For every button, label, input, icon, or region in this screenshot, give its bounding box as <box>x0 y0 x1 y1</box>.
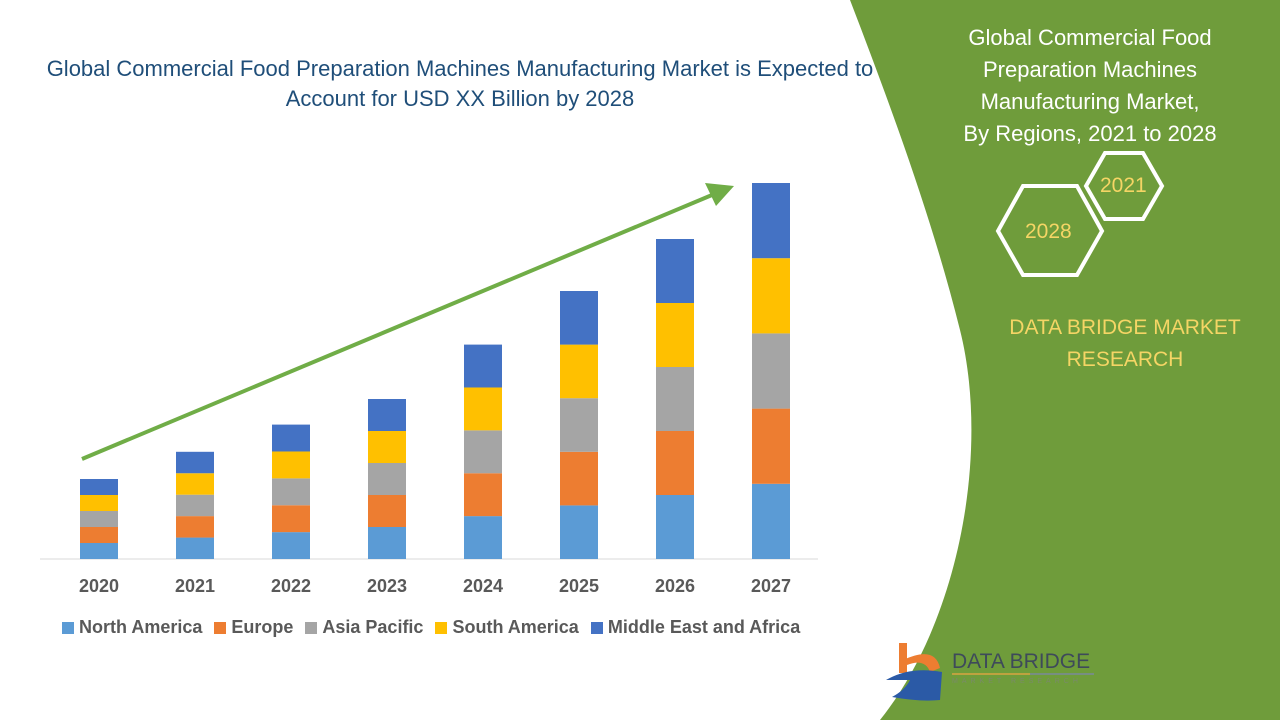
bar-segment-north-america-2020 <box>80 543 118 559</box>
hexagon-2021 <box>1083 151 1165 221</box>
bar-segment-south-america-2023 <box>368 431 406 463</box>
bar-segment-north-america-2026 <box>656 495 694 559</box>
bar-segment-north-america-2023 <box>368 527 406 559</box>
bar-segment-asia-pacific-2023 <box>368 463 406 495</box>
legend-item: Middle East and Africa <box>590 617 801 638</box>
brand-line: RESEARCH <box>1066 348 1184 371</box>
bar-segment-north-america-2027 <box>752 483 790 559</box>
logo-text: DATA BRIDGE <box>952 650 1091 673</box>
x-tick-label: 2025 <box>559 576 599 596</box>
legend-label: Asia Pacific <box>322 617 424 637</box>
bar-segment-north-america-2025 <box>560 505 598 559</box>
bar-segment-middle-east-and-africa-2025 <box>560 291 598 345</box>
legend-item: Asia Pacific <box>305 617 423 638</box>
trend-arrow-head <box>705 183 734 206</box>
side-title-line: Preparation Machines <box>982 57 1197 82</box>
bar-segment-middle-east-and-africa-2023 <box>368 399 406 431</box>
bar-segment-asia-pacific-2027 <box>752 333 790 409</box>
bar-segment-middle-east-and-africa-2024 <box>464 344 502 388</box>
x-tick-label: 2021 <box>175 576 215 596</box>
bar-segment-asia-pacific-2024 <box>464 430 502 474</box>
legend-swatch <box>214 621 227 634</box>
trend-arrow-line <box>81 193 713 461</box>
hexagon-2028 <box>995 184 1105 277</box>
bar-segment-asia-pacific-2020 <box>80 511 118 527</box>
stacked-bar-chart: 2020 2021 2022 2023 2024 2025 2026 2027 <box>40 183 818 596</box>
side-title-line: Manufacturing Market, <box>980 89 1200 114</box>
bar-segment-middle-east-and-africa-2022 <box>272 424 310 452</box>
bar-segment-south-america-2021 <box>176 473 214 495</box>
legend-label: North America <box>79 617 203 637</box>
x-tick-label: 2022 <box>271 576 311 596</box>
bar-segment-europe-2020 <box>80 527 118 543</box>
bar-segment-middle-east-and-africa-2026 <box>656 239 694 303</box>
bar-segment-asia-pacific-2021 <box>176 494 214 517</box>
legend-label: Middle East and Africa <box>607 617 801 637</box>
bar-segment-south-america-2025 <box>560 344 598 399</box>
hex-year-2028: 2028 <box>1025 220 1072 243</box>
side-panel <box>850 0 1280 720</box>
legend-label: South America <box>452 617 579 637</box>
bar-segment-asia-pacific-2022 <box>272 478 310 506</box>
legend-label: Europe <box>231 617 294 637</box>
bar-segment-middle-east-and-africa-2021 <box>176 451 214 474</box>
logo-icon <box>886 643 942 701</box>
bar-segment-north-america-2021 <box>176 537 214 559</box>
legend-swatch <box>62 621 74 634</box>
bar-segment-asia-pacific-2026 <box>656 367 694 431</box>
legend-swatch <box>305 621 318 634</box>
legend-swatch <box>590 621 603 634</box>
logo-subtext: MARKET RESEARCH <box>952 678 1082 685</box>
bar-segment-europe-2024 <box>464 473 502 517</box>
bar-segment-asia-pacific-2025 <box>560 398 598 452</box>
bar-segment-europe-2023 <box>368 495 406 527</box>
bar-segment-south-america-2020 <box>80 495 118 511</box>
bar-segment-europe-2026 <box>656 431 694 495</box>
brand-text: DATA BRIDGE MARKET RESEARCH <box>975 312 1275 376</box>
bar-segment-south-america-2022 <box>272 451 310 479</box>
bar-segment-north-america-2024 <box>464 516 502 559</box>
legend-item: North America <box>62 617 202 638</box>
legend: North America Europe Asia Pacific South Ame… <box>62 617 800 638</box>
bar-segment-europe-2027 <box>752 408 790 484</box>
bar-segment-europe-2022 <box>272 505 310 533</box>
x-tick-label: 2024 <box>463 576 503 596</box>
bar-segment-middle-east-and-africa-2020 <box>80 479 118 495</box>
brand-line: DATA BRIDGE MARKET <box>1009 316 1241 339</box>
x-tick-label: 2023 <box>367 576 407 596</box>
side-title-line: By Regions, 2021 to 2028 <box>963 121 1217 146</box>
x-tick-label: 2026 <box>655 576 695 596</box>
hex-year-2021: 2021 <box>1100 174 1147 197</box>
chart-title: Global Commercial Food Preparation Machi… <box>46 56 874 111</box>
side-panel-title: Global Commercial Food Preparation Machi… <box>920 22 1260 150</box>
x-tick-label: 2027 <box>751 576 791 596</box>
bar-segment-europe-2025 <box>560 451 598 506</box>
legend-item: Europe <box>214 617 293 638</box>
bar-segment-middle-east-and-africa-2027 <box>752 183 790 259</box>
legend-swatch <box>435 621 448 634</box>
side-title-line: Global Commercial Food <box>968 25 1212 50</box>
legend-item: South America <box>435 617 579 638</box>
bar-segment-south-america-2027 <box>752 258 790 334</box>
bar-segment-south-america-2024 <box>464 387 502 431</box>
bar-segment-south-america-2026 <box>656 303 694 367</box>
bar-segment-europe-2021 <box>176 516 214 538</box>
bar-segment-north-america-2022 <box>272 532 310 559</box>
x-tick-label: 2020 <box>79 576 119 596</box>
